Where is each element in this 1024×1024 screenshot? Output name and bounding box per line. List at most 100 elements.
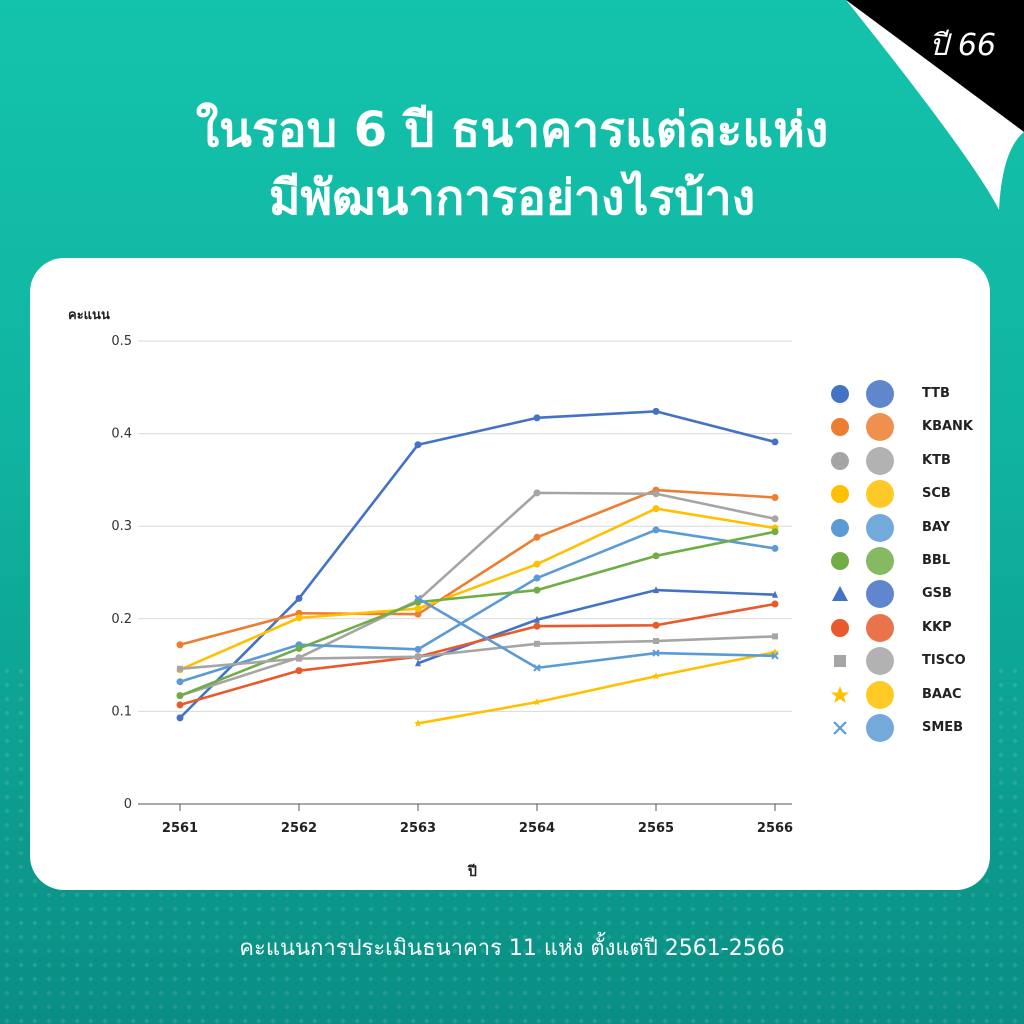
data-point-tisco [296, 655, 302, 662]
legend-label-ktb: KTB [922, 452, 951, 468]
series-line-bay [179, 528, 776, 684]
series-line-baac [417, 650, 776, 725]
x-tick-label: 2563 [400, 821, 436, 836]
y-tick-label: 0.3 [111, 519, 132, 534]
series-line-tisco [179, 635, 776, 671]
data-point-ttb [533, 414, 541, 422]
scb-logo [866, 480, 894, 509]
data-point-ttb [414, 441, 422, 449]
legend-label-tisco: TISCO [922, 653, 966, 669]
x-tick-label: 2565 [638, 821, 674, 836]
data-point-bay [176, 678, 184, 686]
legend-item-tisco: TISCO [830, 647, 990, 676]
chart-card: 0 0.1 0.2 0.3 0.4 0.5 2561 2562 2563 2564 2565 2566… [30, 258, 990, 890]
ktb-logo [866, 446, 894, 475]
data-point-baac [414, 719, 422, 727]
x-tick-label: 2564 [519, 821, 555, 836]
legend-marker-scb [831, 485, 849, 504]
data-point-kkp [295, 667, 303, 675]
data-point-scb [652, 505, 660, 513]
line-chart: 0 0.1 0.2 0.3 0.4 0.5 2561 2562 2563 2564 2565 2566 [111, 334, 793, 836]
data-point-kkp [533, 622, 541, 630]
page-title-line1: ในรอบ 6 ปี ธนาคารแต่ละแห่ง [195, 102, 829, 158]
legend-label-kbank: KBANK [922, 419, 973, 435]
data-point-bay [652, 526, 660, 534]
data-point-gsb [415, 659, 421, 667]
data-point-tisco [177, 665, 183, 672]
data-point-tisco [772, 633, 778, 640]
legend-item-kbank: KBANK [830, 413, 990, 442]
data-point-ttb [176, 714, 184, 722]
kkp-logo [866, 613, 894, 642]
legend-marker-kbank [831, 418, 849, 437]
data-point-ttb [295, 594, 303, 602]
kbank-logo [866, 413, 894, 442]
page-title-line2: มีพัฒนาการอย่างไรบ้าง [268, 170, 756, 226]
y-tick-label: 0.1 [111, 704, 132, 719]
series-line-smeb [417, 597, 776, 670]
data-point-smeb [414, 594, 422, 603]
y-axis-label: คะแนน [68, 308, 110, 323]
data-point-tisco [415, 653, 421, 660]
data-point-kbank [176, 641, 184, 649]
data-point-bbl [533, 586, 541, 594]
data-point-kbank [771, 493, 779, 501]
data-point-ttb [771, 438, 779, 446]
smeb-logo [866, 714, 894, 742]
year-badge: ปี 66 [929, 28, 996, 63]
data-point-baac [533, 698, 541, 706]
legend-item-gsb: GSB [830, 580, 990, 609]
legend-item-ttb: TTB [830, 380, 990, 408]
x-axis-label: ปี [468, 864, 477, 880]
data-point-ttb [652, 407, 660, 415]
data-point-smeb [771, 652, 779, 660]
data-point-smeb [652, 649, 660, 657]
legend-item-bay: BAY [830, 513, 990, 542]
data-point-scb [295, 614, 303, 622]
data-point-kbank [533, 533, 541, 541]
legend-item-bbl: BBL [830, 547, 990, 575]
data-point-bay [533, 574, 541, 582]
data-point-gsb [653, 586, 659, 594]
x-tick-label: 2561 [162, 821, 198, 836]
tisco-logo [866, 647, 894, 676]
series-line-scb [179, 507, 776, 671]
legend-item-baac: BAAC [830, 680, 990, 709]
data-point-tisco [534, 640, 540, 647]
baac-logo [866, 680, 894, 709]
data-point-bay [414, 645, 422, 653]
legend-marker-bbl [831, 552, 849, 570]
legend-label-smeb: SMEB [922, 720, 964, 735]
series-line-kkp [179, 602, 776, 707]
bay-logo [866, 513, 894, 542]
legend-marker-baac [831, 685, 849, 703]
data-point-kkp [771, 600, 779, 608]
page-curl-corner [846, 0, 1024, 210]
legend-item-scb: SCB [830, 480, 990, 509]
gsb-logo [866, 580, 894, 609]
y-tick-label: 0 [124, 797, 132, 812]
legend-item-smeb: SMEB [830, 714, 990, 742]
series-line-ttb [179, 410, 776, 719]
data-point-kbank [414, 610, 422, 618]
data-point-ktb [533, 489, 541, 497]
data-point-baac [652, 672, 660, 680]
data-point-kkp [176, 701, 184, 709]
legend-marker-ttb [831, 385, 849, 403]
data-point-kkp [652, 621, 660, 629]
legend-label-kkp: KKP [922, 619, 952, 635]
x-tick-label: 2566 [757, 821, 793, 836]
data-point-scb [533, 560, 541, 568]
data-point-bbl [652, 552, 660, 560]
legend-label-baac: BAAC [922, 686, 962, 702]
y-tick-label: 0.2 [111, 612, 132, 627]
series-line-ktb [179, 491, 776, 697]
data-point-tisco [653, 638, 659, 645]
legend-marker-ktb [831, 451, 849, 470]
legend-marker-gsb [832, 586, 848, 602]
legend-label-scb: SCB [922, 486, 951, 502]
legend-item-ktb: KTB [830, 446, 990, 475]
legend-marker-tisco [834, 655, 846, 668]
data-point-ktb [652, 490, 660, 498]
